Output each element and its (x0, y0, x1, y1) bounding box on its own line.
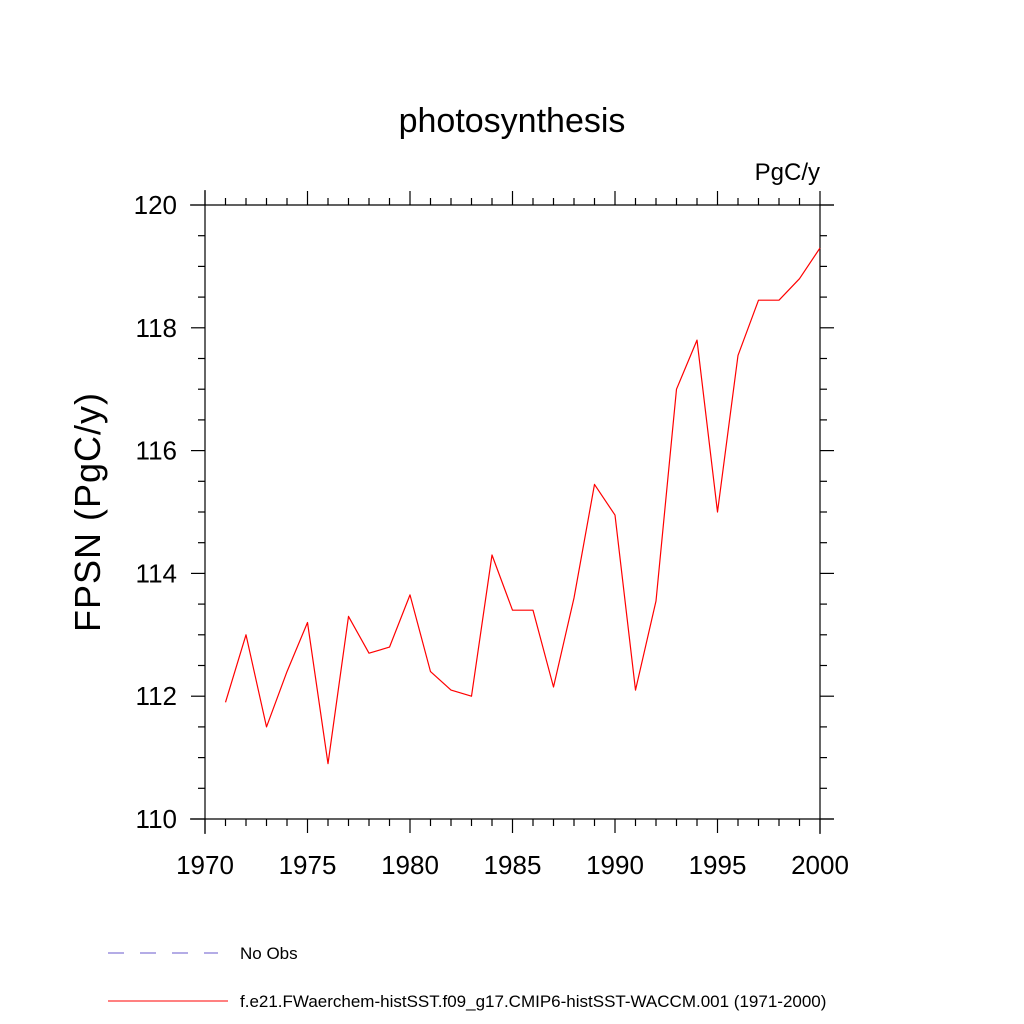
x-tick-label: 1990 (586, 850, 644, 880)
legend-label-model-run: f.e21.FWaerchem-histSST.f09_g17.CMIP6-hi… (240, 992, 826, 1011)
x-tick-label: 1995 (689, 850, 747, 880)
units-label: PgC/y (755, 159, 820, 186)
x-tick-label: 1970 (176, 850, 234, 880)
y-tick-label: 118 (136, 313, 177, 343)
y-tick-label: 112 (136, 681, 177, 711)
y-tick-label: 120 (134, 190, 177, 220)
y-tick-label: 116 (136, 436, 177, 466)
series-layer (224, 247, 821, 765)
x-tick-label: 1975 (279, 850, 337, 880)
axes (190, 190, 834, 834)
legend-label-no-obs: No Obs (240, 944, 298, 963)
tick-marks (191, 191, 834, 833)
y-tick-label: 110 (136, 804, 177, 834)
chart-title: photosynthesis (399, 102, 626, 140)
y-tick-label: 114 (136, 558, 177, 588)
x-tick-label: 2000 (791, 850, 849, 880)
x-tick-label: 1985 (484, 850, 542, 880)
x-tick-label: 1980 (381, 850, 439, 880)
legend: No Obs f.e21.FWaerchem-histSST.f09_g17.C… (108, 944, 826, 1011)
tick-labels: 1970 1975 1980 1985 1990 1995 2000 110 112 114 116… (134, 190, 849, 880)
series-line-0 (224, 247, 821, 765)
y-axis-label: FPSN (PgC/y) (67, 392, 108, 632)
